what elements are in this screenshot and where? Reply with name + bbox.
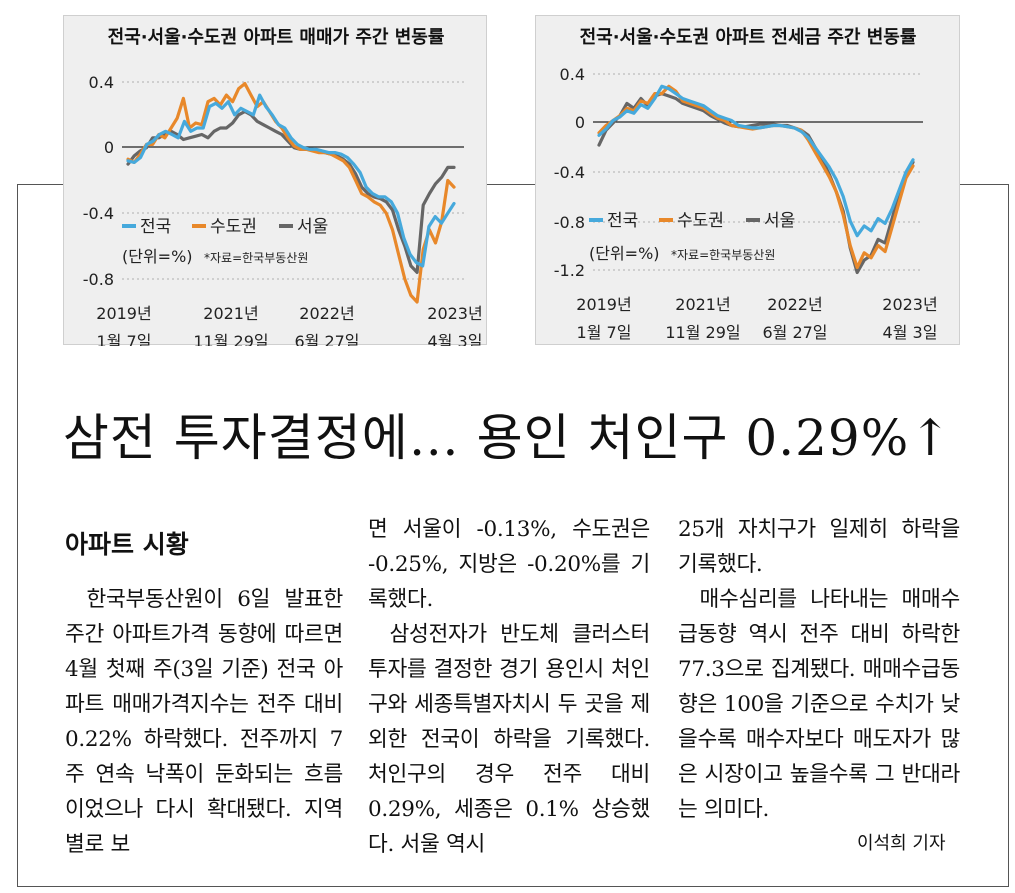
paragraph: 면 서울이 -0.13%, 수도권은 -0.25%, 지방은 -0.20%를 기… bbox=[368, 517, 650, 612]
series-line-전국 bbox=[126, 93, 456, 268]
jeonse-chart: 전국·서울·수도권 아파트 전세금 주간 변동률 0.4 0 -0.4 -0.8 -1.… bbox=[535, 15, 960, 345]
x-tick-label: 2023년 bbox=[882, 295, 937, 314]
plot-area: 0.4 0 -0.4 -0.8 bbox=[83, 73, 464, 304]
x-tick-label: 2019년 bbox=[576, 295, 631, 314]
headline: 삼전 투자결정에… 용인 처인구 0.29%↑ bbox=[62, 409, 953, 467]
unit-note: (단위=%) bbox=[122, 247, 193, 266]
x-tick-label: 4월 3일 bbox=[883, 323, 938, 342]
legend: 전국 수도권 서울 bbox=[122, 217, 328, 237]
chart-title: 전국·서울·수도권 아파트 전세금 주간 변동률 bbox=[580, 27, 917, 48]
y-tick-label: 0.4 bbox=[560, 65, 585, 84]
x-tick-label: 11월 29일 bbox=[193, 332, 268, 346]
source-note: *자료=한국부동산원 bbox=[671, 248, 775, 262]
legend: 전국 수도권 서울 bbox=[589, 211, 795, 231]
unit-note: (단위=%) bbox=[589, 244, 660, 263]
legend-label: 수도권 bbox=[210, 217, 257, 237]
x-tick-label: 1월 7일 bbox=[97, 332, 152, 346]
sale-price-chart: 전국·서울·수도권 아파트 매매가 주간 변동률 0.4 0 -0.4 -0.8 전국… bbox=[63, 15, 487, 346]
plot-area: 0.4 0 -0.4 -0.8 -1.2 bbox=[554, 65, 923, 280]
x-tick-label: 2021년 bbox=[675, 295, 730, 314]
paragraph: 매수심리를 나타내는 매매수급동향 역시 전주 대비 하락한 77.3으로 집계… bbox=[678, 587, 960, 822]
y-tick-label: 0.4 bbox=[89, 73, 114, 92]
series-line-전국 bbox=[597, 84, 915, 238]
gridlines bbox=[593, 73, 923, 271]
x-tick-label: 11월 29일 bbox=[665, 323, 740, 342]
article-column-3: 25개 자치구가 일제히 하락을 기록했다. 매수심리를 나타내는 매매수급동향… bbox=[678, 512, 960, 827]
x-tick-label: 4월 3일 bbox=[428, 332, 483, 346]
legend-label: 전국 bbox=[140, 217, 171, 237]
y-tick-label: 0 bbox=[104, 138, 114, 157]
chart-title: 전국·서울·수도권 아파트 매매가 주간 변동률 bbox=[108, 27, 445, 48]
legend-label: 서울 bbox=[297, 217, 328, 237]
legend-label: 전국 bbox=[607, 211, 638, 231]
x-tick-label: 6월 27일 bbox=[294, 332, 359, 346]
series-line-수도권 bbox=[126, 81, 456, 304]
legend-label: 서울 bbox=[764, 211, 795, 231]
article-column-2: 면 서울이 -0.13%, 수도권은 -0.25%, 지방은 -0.20%를 기… bbox=[368, 512, 650, 862]
section-title: 아파트 시황 bbox=[65, 530, 189, 559]
jeonse-chart-svg: 전국·서울·수도권 아파트 전세금 주간 변동률 0.4 0 -0.4 -0.8 -1.… bbox=[554, 27, 938, 342]
x-tick-label: 2019년 bbox=[96, 304, 151, 323]
sale-price-chart-svg: 전국·서울·수도권 아파트 매매가 주간 변동률 0.4 0 -0.4 -0.8 전국… bbox=[83, 27, 483, 346]
x-tick-label: 1월 7일 bbox=[577, 323, 632, 342]
y-tick-label: -1.2 bbox=[554, 261, 585, 280]
y-tick-label: 0 bbox=[575, 113, 585, 132]
y-tick-label: -0.8 bbox=[83, 270, 114, 289]
x-tick-label: 2023년 bbox=[427, 304, 482, 323]
y-tick-label: -0.4 bbox=[83, 204, 114, 223]
x-tick-label: 2021년 bbox=[203, 304, 258, 323]
paragraph: 25개 자치구가 일제히 하락을 기록했다. bbox=[678, 517, 960, 577]
x-tick-label: 2022년 bbox=[767, 295, 822, 314]
source-note: *자료=한국부동산원 bbox=[204, 251, 308, 265]
paragraph: 한국부동산원이 6일 발표한 주간 아파트가격 동향에 따르면 4월 첫째 주(… bbox=[65, 587, 343, 857]
x-tick-label: 6월 27일 bbox=[762, 323, 827, 342]
byline: 이석희 기자 bbox=[857, 833, 946, 854]
x-tick-label: 2022년 bbox=[299, 304, 354, 323]
y-tick-label: -0.8 bbox=[554, 213, 585, 232]
series-line-수도권 bbox=[597, 84, 915, 270]
legend-label: 수도권 bbox=[677, 211, 724, 231]
article-column-1: 한국부동산원이 6일 발표한 주간 아파트가격 동향에 따르면 4월 첫째 주(… bbox=[65, 582, 343, 862]
y-tick-label: -0.4 bbox=[554, 163, 585, 182]
paragraph: 삼성전자가 반도체 클러스터 투자를 결정한 경기 용인시 처인구와 세종특별자… bbox=[368, 622, 650, 857]
